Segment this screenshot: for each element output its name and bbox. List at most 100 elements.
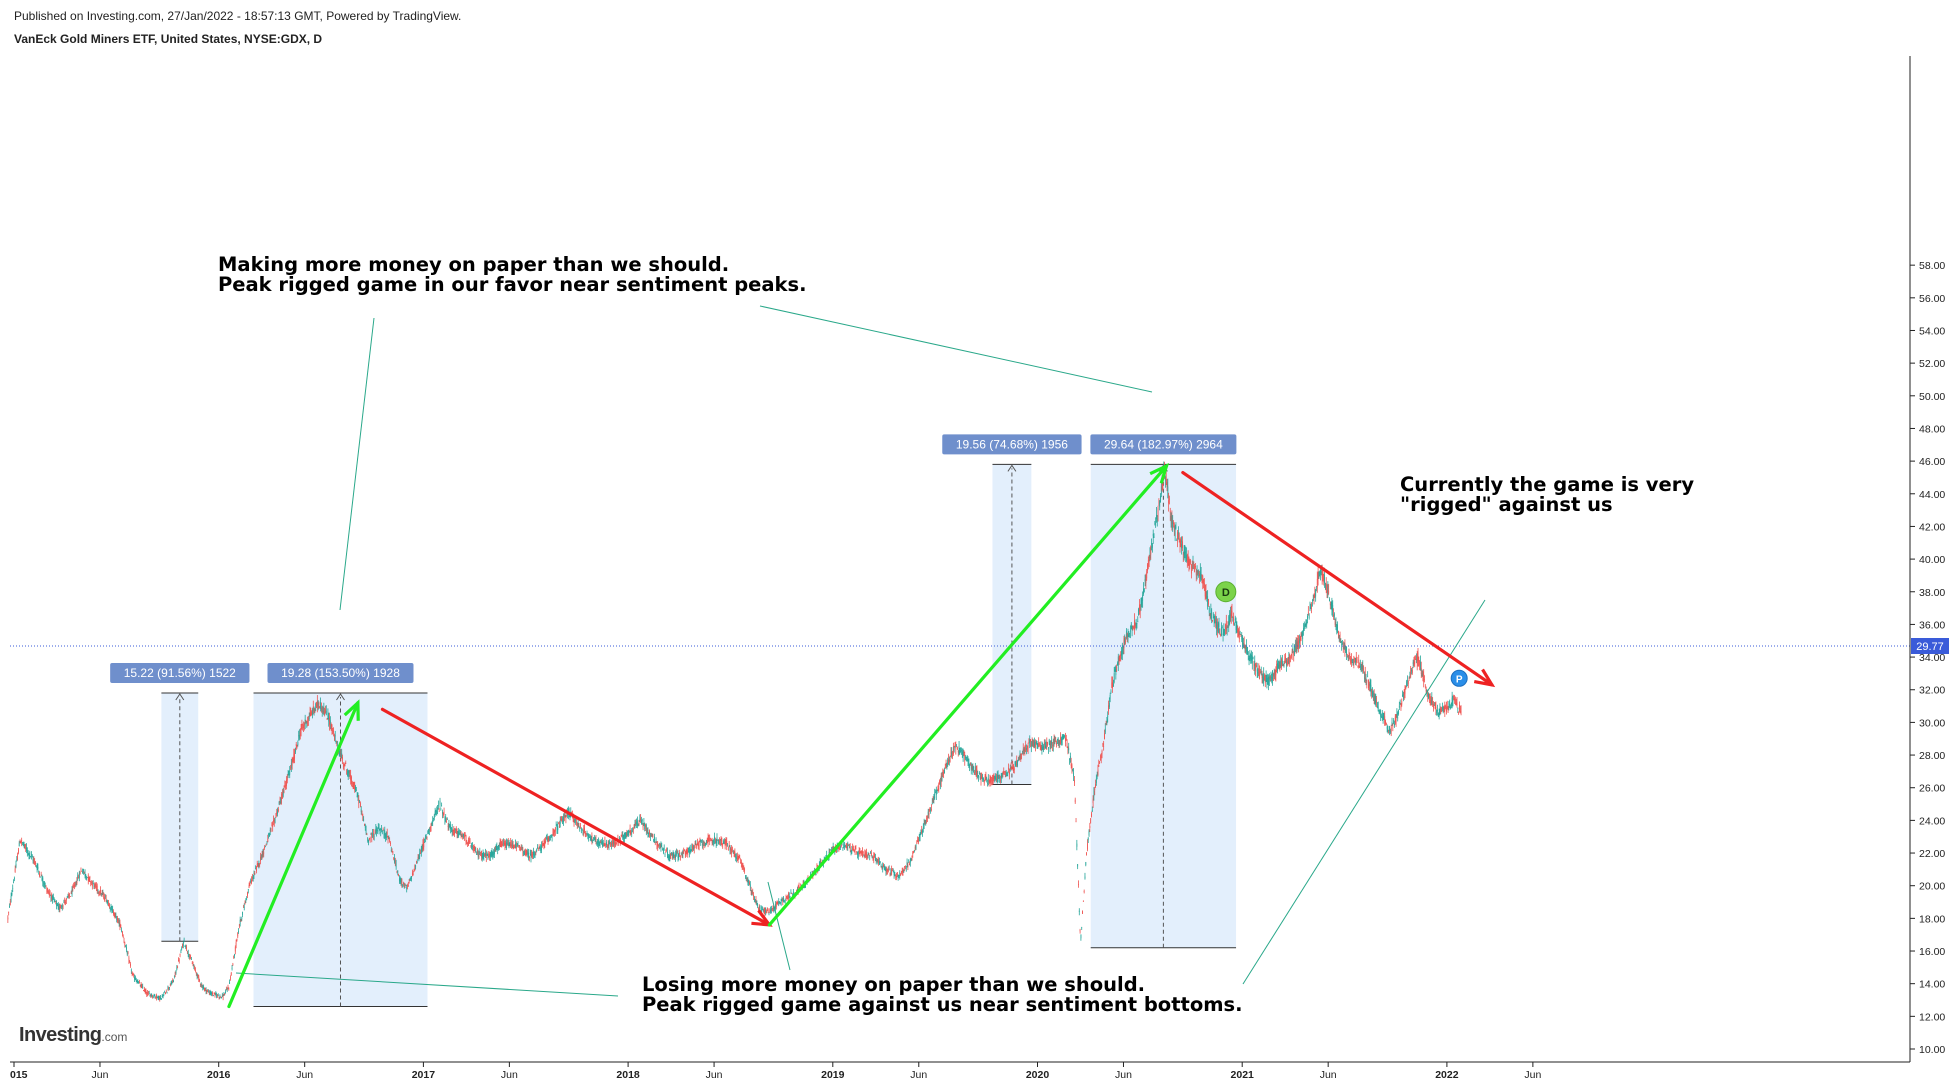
candle-body <box>419 852 421 856</box>
candle-body <box>540 845 542 850</box>
candle-body <box>55 900 57 902</box>
candle-body <box>376 829 378 833</box>
candle-body <box>472 845 473 847</box>
candle-body <box>1099 762 1100 764</box>
candle-body <box>483 852 485 857</box>
candle-body <box>164 992 166 993</box>
candle-body <box>784 898 786 901</box>
candle-body <box>1438 713 1440 718</box>
candle-body <box>1292 648 1294 651</box>
candle-body <box>468 839 470 844</box>
candle-body <box>237 932 239 937</box>
candle-body <box>1358 659 1360 664</box>
candle-body <box>61 905 63 908</box>
candle-body <box>695 843 697 845</box>
candle-body <box>1052 743 1054 747</box>
event-marker-D[interactable] <box>1215 581 1237 603</box>
candle-body <box>37 866 39 869</box>
candle-body <box>1118 657 1120 663</box>
candle-body <box>589 836 591 838</box>
candle-body <box>1432 702 1434 704</box>
candle-body <box>935 792 936 794</box>
candle-body <box>1264 679 1266 683</box>
candle-body <box>546 839 547 840</box>
candle-body <box>1144 579 1146 582</box>
candle-body <box>514 845 516 847</box>
candle-body <box>1209 613 1211 617</box>
candle-body <box>1417 652 1419 662</box>
candle-body <box>1000 773 1002 778</box>
candle-body <box>905 865 906 867</box>
candle-body <box>678 855 680 858</box>
candle-body <box>684 851 686 855</box>
candle-body <box>1040 746 1042 750</box>
candle-body <box>359 801 360 803</box>
candle-body <box>840 845 842 846</box>
candle-body <box>1151 543 1152 545</box>
candle-body <box>1299 637 1301 642</box>
candle-body <box>288 774 290 776</box>
candle-body <box>1300 633 1302 641</box>
candle-body <box>764 907 766 914</box>
candle-body <box>1002 771 1004 774</box>
candle-body <box>1322 573 1324 576</box>
candle-body <box>489 853 491 857</box>
candle-body <box>1197 570 1199 574</box>
candle-body <box>1092 798 1094 804</box>
candle-body <box>1255 663 1256 671</box>
candle-body <box>1030 739 1031 742</box>
candle-body <box>543 841 545 848</box>
candle-body <box>1122 645 1124 648</box>
candle-body <box>740 861 742 864</box>
candle-body <box>705 843 707 846</box>
event-markers[interactable]: DP <box>1215 581 1468 687</box>
candle-body <box>134 977 135 980</box>
candle-body <box>329 720 331 724</box>
candle-body <box>1410 667 1412 677</box>
candle-body <box>490 851 492 857</box>
x-tick-label: 015 <box>10 1069 28 1081</box>
candle-body <box>1204 585 1206 597</box>
candle-body <box>212 995 214 996</box>
candle-body <box>1453 695 1455 700</box>
candle-body <box>1379 710 1381 714</box>
candle-body <box>594 837 596 841</box>
candle-body <box>843 844 845 847</box>
candle-body <box>1056 743 1058 744</box>
candle-body <box>488 854 490 855</box>
candle-body <box>1266 677 1268 685</box>
candle-body <box>1155 523 1157 525</box>
candle-body <box>663 848 665 850</box>
event-marker-P[interactable] <box>1450 669 1468 687</box>
candle-body <box>336 740 338 743</box>
candle-body <box>319 707 321 709</box>
candle-body <box>225 991 226 993</box>
candle-body <box>677 853 679 858</box>
candle-body <box>1372 692 1374 696</box>
candle-body <box>1313 595 1315 599</box>
candle-body <box>357 793 359 797</box>
candle-body <box>862 851 864 853</box>
candle-body <box>934 793 936 799</box>
candle-body <box>435 811 437 812</box>
candle-body <box>275 816 277 818</box>
annotation-bottom-text: Losing more money on paper than we shoul… <box>642 975 1243 1015</box>
leader-line-bottom-2016 <box>235 972 619 997</box>
candle-body <box>406 887 408 889</box>
candle-body <box>1208 599 1209 605</box>
candle-body <box>157 995 159 1000</box>
candle-body <box>442 812 444 814</box>
candle-body <box>511 844 512 847</box>
candle-body <box>1126 633 1128 637</box>
candle-body <box>1411 669 1412 672</box>
candle-body <box>156 995 157 999</box>
candle-body <box>434 811 436 814</box>
candle-body <box>1178 534 1180 540</box>
candle-body <box>1195 566 1196 568</box>
candle-body <box>711 840 713 843</box>
candle-body <box>316 702 317 708</box>
candle-body <box>563 814 565 821</box>
candle-body <box>306 722 308 724</box>
candle-body <box>1269 676 1271 680</box>
